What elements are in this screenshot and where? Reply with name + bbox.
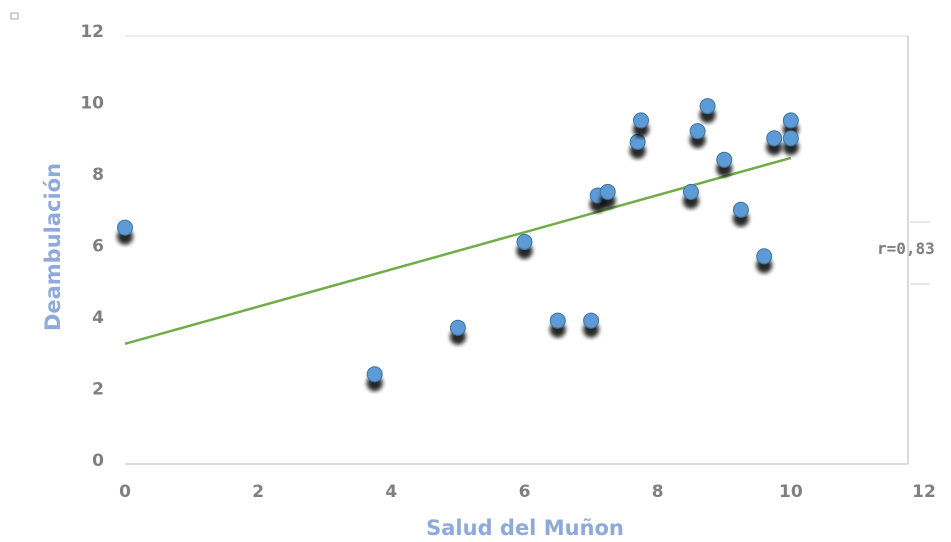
x-tick-label: 6 xyxy=(519,482,531,502)
data-point xyxy=(782,130,799,147)
x-axis-ticks: 0 2 4 6 8 10 12 xyxy=(119,482,936,502)
data-point xyxy=(732,201,749,218)
y-tick-label: 0 xyxy=(92,451,104,471)
y-tick-label: 12 xyxy=(80,22,104,42)
data-point xyxy=(366,366,383,383)
data-point xyxy=(117,219,133,236)
correlation-annotation: r=0,83 xyxy=(877,239,935,258)
y-tick-label: 6 xyxy=(92,237,104,257)
x-tick-label: 8 xyxy=(652,482,664,502)
data-point xyxy=(766,130,783,147)
data-point xyxy=(716,151,733,168)
y-tick-label: 8 xyxy=(92,165,104,185)
data-point xyxy=(599,183,616,200)
y-tick-label: 2 xyxy=(92,380,104,400)
data-point xyxy=(629,133,646,150)
corner-marker-icon xyxy=(10,12,19,20)
data-point xyxy=(549,312,566,329)
data-point xyxy=(682,183,699,200)
x-tick-label: 4 xyxy=(385,482,397,502)
x-tick-label: 0 xyxy=(119,482,131,502)
trendline xyxy=(124,156,792,346)
x-axis-title: Salud del Muñon xyxy=(426,516,624,540)
data-point xyxy=(699,98,716,115)
plot-area-frame xyxy=(123,35,930,468)
data-point xyxy=(756,248,773,265)
y-axis-title: Deambulación xyxy=(41,163,65,331)
y-axis-ticks: 0 2 4 6 8 10 12 xyxy=(80,22,104,471)
x-tick-label: 2 xyxy=(252,482,264,502)
data-point xyxy=(782,112,799,129)
data-points-layer xyxy=(117,98,799,383)
y-tick-label: 4 xyxy=(92,308,104,328)
x-tick-label: 12 xyxy=(912,482,936,502)
data-point xyxy=(583,312,600,329)
data-point xyxy=(689,123,706,140)
y-tick-label: 10 xyxy=(80,94,104,114)
data-point xyxy=(449,319,466,336)
x-tick-label: 10 xyxy=(779,482,803,502)
trendline-layer xyxy=(124,156,792,346)
data-point xyxy=(633,112,650,129)
data-point xyxy=(516,233,533,250)
